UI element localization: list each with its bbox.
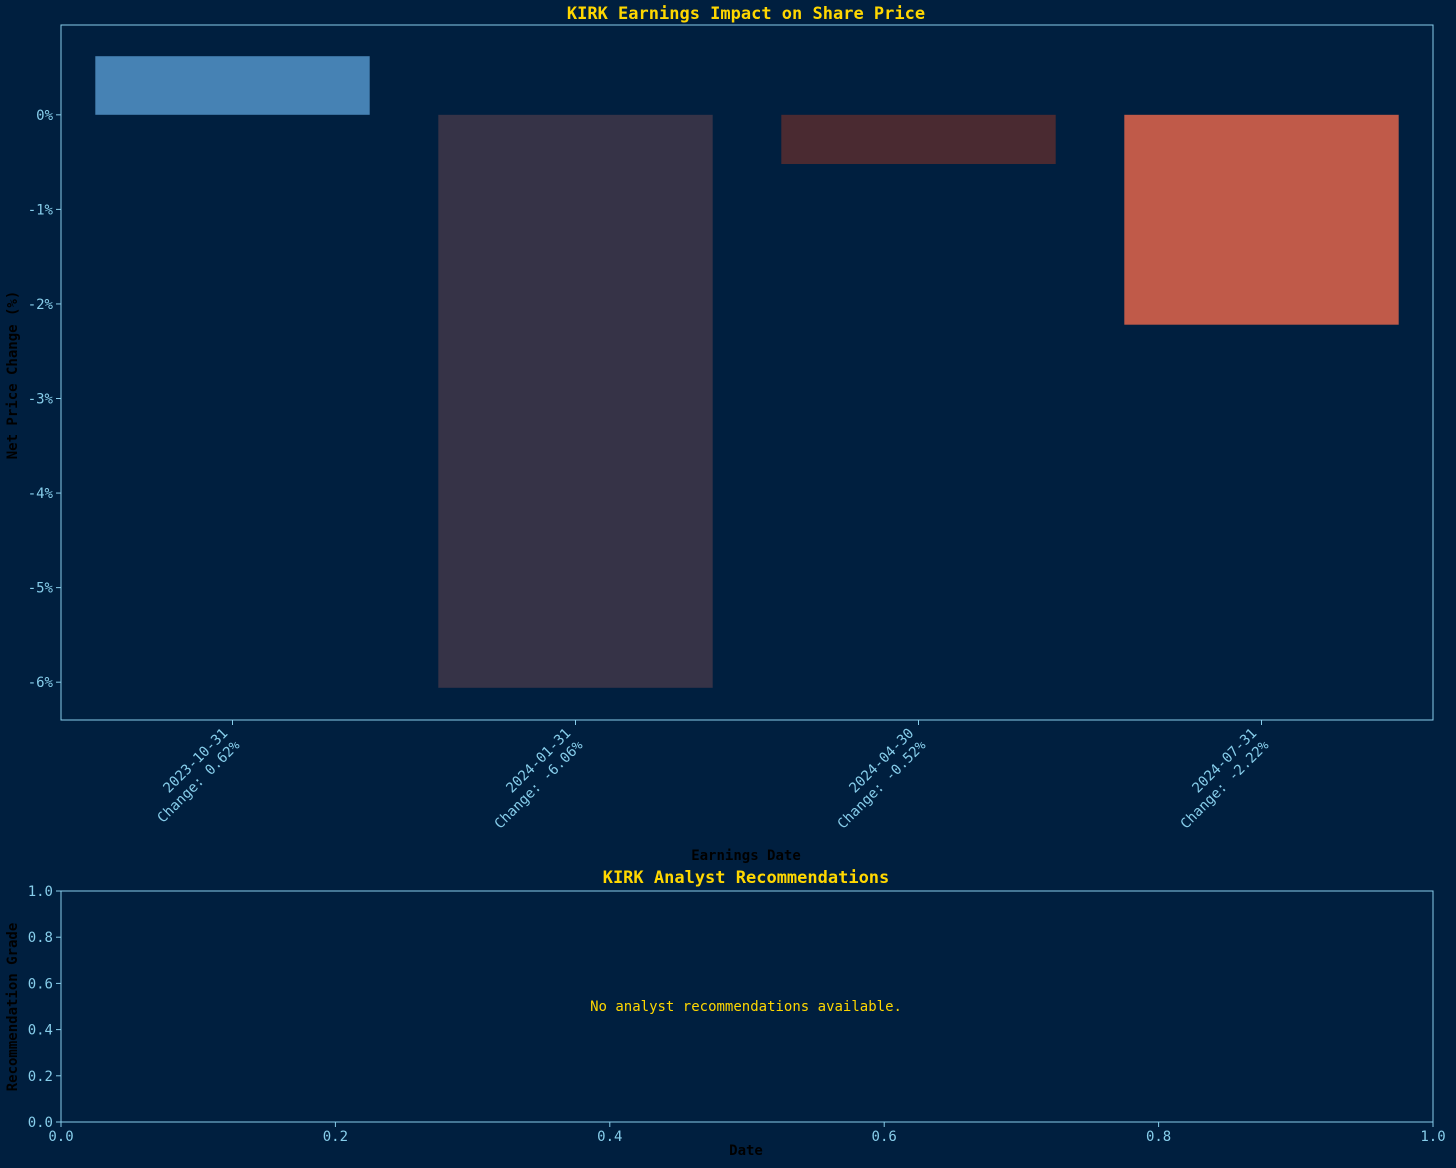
earnings-chart-title: KIRK Earnings Impact on Share Price: [567, 4, 925, 24]
recommendations-plot-frame: [60, 890, 1434, 1123]
y-tick-label: 1.0: [28, 884, 53, 900]
x-tick-label: 0.4: [597, 1129, 622, 1145]
y-tick-label: -3%: [28, 392, 54, 408]
recommendations-x-axis-label: Date: [729, 1143, 763, 1159]
bar-2023-10-31: [95, 56, 370, 115]
earnings-y-axis-label: Net Price Change (%): [5, 291, 21, 460]
y-tick-label: 0.2: [28, 1069, 53, 1085]
x-tick-label: 0.2: [323, 1129, 348, 1145]
y-tick-label: 0.0: [28, 1115, 53, 1131]
analyst-recommendations-chart: KIRK Analyst Recommendations No analyst …: [5, 868, 1446, 1159]
y-tick-label: -1%: [28, 202, 54, 218]
x-tick-label: 0.6: [872, 1129, 897, 1145]
y-tick-label: 0.4: [28, 1023, 53, 1039]
recommendations-chart-title: KIRK Analyst Recommendations: [603, 868, 890, 888]
bar-2024-07-31: [1124, 114, 1399, 325]
y-tick-label: 0%: [36, 108, 53, 124]
bar-2024-04-30: [781, 114, 1056, 164]
recommendations-x-ticks: 0.0 0.2 0.4 0.6 0.8 1.0: [48, 1122, 1446, 1145]
x-tick-label: 1.0: [1420, 1129, 1445, 1145]
x-tick-label: 0.8: [1146, 1129, 1171, 1145]
earnings-x-axis-label: Earnings Date: [691, 848, 801, 864]
no-recommendations-message: No analyst recommendations available.: [590, 999, 902, 1015]
y-tick-label: -4%: [28, 486, 54, 502]
recommendations-y-ticks: 0.0 0.2 0.4 0.6 0.8 1.0: [28, 884, 61, 1131]
y-tick-label: 0.8: [28, 930, 53, 946]
bar-2024-01-31: [438, 114, 713, 688]
x-tick-label: 0.0: [48, 1129, 73, 1145]
y-tick-label: 0.6: [28, 976, 53, 992]
y-tick-label: -2%: [28, 297, 54, 313]
earnings-plot-frame: [60, 24, 1434, 721]
recommendations-y-axis-label: Recommendation Grade: [5, 923, 21, 1092]
y-tick-label: -6%: [28, 675, 54, 691]
y-tick-label: -5%: [28, 581, 54, 597]
earnings-y-ticks: 0% -1% -2% -3% -4% -5% -6%: [28, 108, 61, 691]
earnings-bars: [95, 56, 1399, 688]
